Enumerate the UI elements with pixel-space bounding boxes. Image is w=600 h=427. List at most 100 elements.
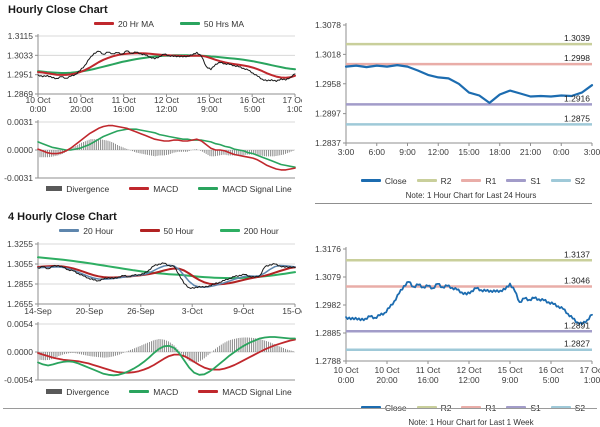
panel-hourly-close: Hourly Close Chart 20 Hr MA 50 Hrs MA 1.3… [0, 0, 302, 206]
svg-text:0:00: 0:00 [338, 375, 355, 385]
legend-label: S1 [530, 175, 541, 186]
legend-label: Close [384, 402, 407, 413]
legend-swatch [139, 229, 160, 232]
svg-text:1.2655: 1.2655 [7, 299, 33, 309]
legend-swatch [461, 406, 482, 409]
svg-text:1.2916: 1.2916 [564, 93, 590, 103]
legend-swatch [416, 179, 437, 182]
legend-label: S2 [574, 402, 586, 413]
legend-swatch [461, 179, 482, 182]
legend-item-close: Close [360, 402, 407, 413]
svg-text:26-Sep: 26-Sep [127, 306, 155, 316]
svg-text:21:00: 21:00 [520, 147, 542, 157]
panel-pivot-24h: 1.3078 1.3018 1.2958 1.2897 1.2837 3:00 6:00 9:… [302, 0, 600, 206]
legend-label: S2 [574, 175, 586, 186]
legend-label: R1 [485, 402, 497, 413]
legend-swatch [550, 179, 571, 182]
svg-text:-0.0054: -0.0054 [4, 375, 33, 385]
svg-text:1:00: 1:00 [584, 375, 600, 385]
4hourly-ma-legend: 20 Hour 50 Hour 200 Hour [0, 224, 302, 237]
svg-text:3:00: 3:00 [338, 147, 355, 157]
svg-text:5:00: 5:00 [244, 104, 261, 114]
svg-text:9:00: 9:00 [502, 375, 519, 385]
legend-swatch [506, 179, 527, 182]
svg-text:0.0054: 0.0054 [7, 319, 33, 329]
legend-item-r1: R1 [461, 176, 496, 186]
svg-text:15 Oct: 15 Oct [197, 95, 223, 105]
svg-text:0.0000: 0.0000 [7, 347, 33, 357]
svg-text:-0.0031: -0.0031 [4, 173, 33, 182]
legend-label: 20 Hour [83, 225, 114, 236]
svg-text:9:00: 9:00 [399, 147, 416, 157]
legend-item-macd-signal-line: MACD Signal Line [198, 184, 292, 194]
svg-text:11 Oct: 11 Oct [416, 365, 441, 375]
svg-text:0.0000: 0.0000 [7, 145, 33, 155]
svg-text:1.2875: 1.2875 [564, 113, 590, 123]
svg-text:1.2891: 1.2891 [564, 320, 590, 330]
svg-text:14-Sep: 14-Sep [24, 306, 52, 316]
svg-text:1.3055: 1.3055 [7, 259, 33, 269]
svg-text:1.2982: 1.2982 [315, 300, 341, 310]
svg-text:20-Sep: 20-Sep [76, 306, 104, 316]
4hourly-macd-chart: 0.0054 0.0000 -0.0054 [4, 319, 296, 385]
legend-label: S1 [530, 402, 541, 413]
svg-text:1.2897: 1.2897 [315, 109, 341, 119]
legend-item-s2: S2 [550, 175, 586, 186]
legend-item-macd: MACD [129, 184, 178, 194]
legend-swatch [59, 229, 80, 232]
legend-swatch [219, 229, 240, 232]
legend-item-s1: S1 [506, 402, 541, 413]
svg-text:1.2855: 1.2855 [7, 279, 33, 289]
hourly-close-title: Hourly Close Chart [8, 4, 108, 16]
legend-swatch [129, 390, 150, 393]
svg-text:1.3255: 1.3255 [7, 239, 33, 249]
svg-text:3:00: 3:00 [584, 147, 600, 157]
svg-text:15:00: 15:00 [458, 147, 480, 157]
legend-swatch [360, 405, 381, 410]
legend-item-s2: S2 [550, 402, 586, 413]
legend-label: Divergence [66, 183, 110, 194]
legend-item-200-hour: 200 Hour [219, 225, 279, 236]
legend-item-20-hr-ma: 20 Hr MA [93, 19, 154, 29]
svg-text:9:00: 9:00 [201, 104, 218, 114]
svg-text:16:00: 16:00 [417, 375, 439, 385]
panel-4hourly-close: 4 Hourly Close Chart 20 Hour 50 Hour 200 H… [0, 207, 302, 413]
4hourly-macd-legend: Divergence MACD MACD Signal Line [0, 385, 302, 398]
svg-text:1.2837: 1.2837 [315, 138, 341, 148]
svg-text:1.2958: 1.2958 [315, 79, 341, 89]
svg-text:1.3018: 1.3018 [315, 49, 341, 59]
legend-swatch [198, 187, 219, 190]
legend-item-s1: S1 [506, 175, 541, 186]
svg-text:1.2788: 1.2788 [315, 356, 341, 366]
svg-text:1.3137: 1.3137 [564, 249, 590, 259]
svg-text:3-Oct: 3-Oct [182, 306, 203, 316]
panel-pivot-week: 1.3176 1.3079 1.2982 1.2885 1.2788 10 Oct 0:00… [302, 207, 600, 427]
legend-swatch [416, 406, 437, 409]
legend-label: R2 [440, 175, 452, 186]
legend-item-r1: R1 [461, 403, 496, 413]
svg-text:11 Oct: 11 Oct [111, 95, 136, 105]
legend-label: Divergence [66, 386, 110, 397]
svg-text:6:00: 6:00 [368, 147, 385, 157]
legend-swatch [46, 186, 63, 191]
legend-swatch [360, 178, 381, 183]
svg-text:10 Oct: 10 Oct [25, 95, 51, 105]
svg-text:1.3176: 1.3176 [315, 244, 341, 254]
legend-label: 200 Hour [243, 225, 279, 236]
legend-item-macd: MACD [129, 387, 178, 397]
legend-swatch [46, 389, 63, 394]
svg-text:0:00: 0:00 [553, 147, 570, 157]
legend-label: MACD [153, 386, 179, 397]
svg-text:1.2885: 1.2885 [315, 328, 341, 338]
legend-swatch [506, 406, 527, 409]
legend-label: R1 [485, 175, 497, 186]
legend-item-divergence: Divergence [46, 387, 109, 397]
svg-text:20:00: 20:00 [376, 375, 398, 385]
section-divider-top-right [315, 203, 592, 204]
legend-swatch [129, 187, 150, 190]
legend-label: Close [384, 175, 407, 186]
